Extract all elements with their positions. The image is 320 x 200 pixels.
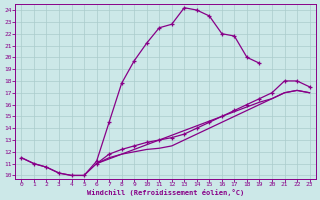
X-axis label: Windchill (Refroidissement éolien,°C): Windchill (Refroidissement éolien,°C): [87, 189, 244, 196]
